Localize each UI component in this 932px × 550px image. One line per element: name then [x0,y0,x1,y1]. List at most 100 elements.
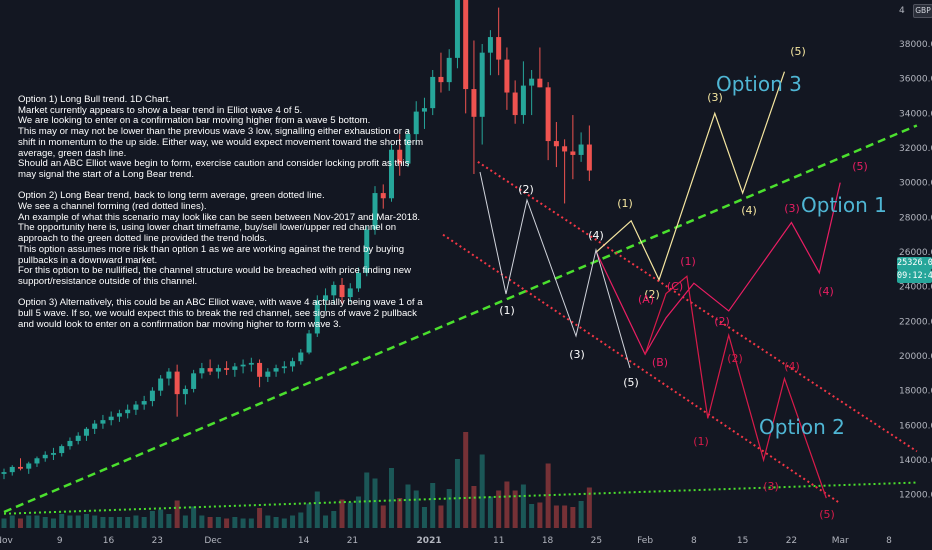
x-tick-label: 22 [786,536,797,546]
volume-bar [232,517,238,528]
volume-bar [224,518,230,528]
volume-bar [537,502,543,528]
y-tick-label: 20000.00 [899,352,932,362]
volume-bar [430,483,436,528]
y-tick-label: 14000.00 [899,456,932,466]
volume-bar [67,515,73,528]
option3-wave-label: (3) [707,91,723,104]
volume-bar [331,511,337,528]
candle-body [380,193,386,199]
volume-bar [17,518,23,528]
volume-bar [339,499,345,528]
volume-bar [248,518,254,528]
candle-body [59,446,65,454]
volume-bar [438,505,444,528]
volume-bar [149,511,155,528]
green-dash-trend [3,124,918,514]
y-tick-label: 34000.00 [899,109,932,119]
y-tick-label: 12000.00 [899,491,932,501]
candle-body [504,59,510,93]
volume-bar [578,501,584,528]
analysis-notes: Option 1) Long Bull trend. 1D Chart. Mark… [18,94,428,330]
x-tick-label: 21 [347,536,358,546]
option1-wave-label: (4) [818,285,834,298]
option1-wave-label: (1) [680,255,696,268]
y-tick-label: 26000.00 [899,248,932,258]
red-channel-lower [442,233,841,505]
candle-body [224,368,230,370]
candle-body [141,401,147,405]
volume-bar [356,496,362,528]
candle-body [273,368,279,372]
main-wave-label: (5) [623,376,639,389]
x-tick-label: 14 [298,536,310,546]
volume-bar [265,515,271,528]
candle-body [421,108,427,112]
volume-bar [1,518,7,528]
volume-bar [504,481,510,528]
option3-wave-label: (5) [790,45,806,58]
option2-wave-label: (4) [784,360,800,373]
candle-body [191,373,197,389]
last-price-tag: 25326.00 [897,257,932,270]
axes: 12000.00 14000.00 16000.00 18000.00 20000.00… [0,6,932,546]
candle-body [545,87,551,142]
y-tick-label: 16000.00 [899,421,932,431]
volume-bar [59,514,65,528]
volume-bar [496,490,502,528]
candle-body [215,368,221,372]
trend-lines [3,71,918,515]
option2-wave-label: (5) [819,508,835,521]
candle-body [397,149,403,164]
volume-bar [562,505,568,528]
candle-body [108,416,114,421]
x-tick-label: 16 [103,536,115,546]
candle-body [586,144,592,171]
candle-body [339,284,345,298]
volume-bar [273,517,279,528]
candle-body [454,0,460,58]
x-tick-label: 9 [57,536,63,546]
currency-label[interactable]: GBP [913,4,932,18]
x-tick-label: 25 [591,536,602,546]
option1-path [595,182,841,356]
option1-wave-label: (2) [714,315,730,328]
candle-body [67,440,73,447]
candle-body [17,466,23,469]
y-tick-label: 30000.00 [899,179,932,189]
candle-body [306,333,312,353]
candle-body [182,388,188,395]
option2-wave-label: (1) [693,435,709,448]
note-line: This may or may not be lower than the pr… [18,126,424,159]
volume-bar [364,472,370,528]
volume-bar [290,515,296,528]
volume-bar [182,515,188,528]
candle-body [174,371,180,395]
volume-bar [116,517,122,528]
option3-label: Option 3 [716,72,802,96]
candle-body [364,229,370,273]
volume-bar [199,515,205,528]
volume-bar [100,517,106,528]
candle-body [438,76,444,83]
candle-body [9,466,15,473]
y-tick-label: 22000.00 [899,317,932,327]
candle-body [520,85,526,116]
candle-body [314,300,320,334]
candle-body [578,144,584,155]
volume-bar [380,505,386,528]
volume-bar [281,518,287,528]
candle-body [446,57,452,83]
option1-label: Option 1 [801,193,887,217]
volume-bar [9,515,15,528]
y-tick-label: 24000.00 [899,283,932,293]
note-line: We see a channel forming (red dotted lin… [18,201,207,213]
x-tick-label: 18 [542,536,554,546]
volume-bar [479,454,485,528]
volume-bar [257,508,263,528]
candle-body [479,52,485,117]
candle-body [347,288,353,298]
candle-body [125,409,131,414]
candle-body [166,371,172,379]
